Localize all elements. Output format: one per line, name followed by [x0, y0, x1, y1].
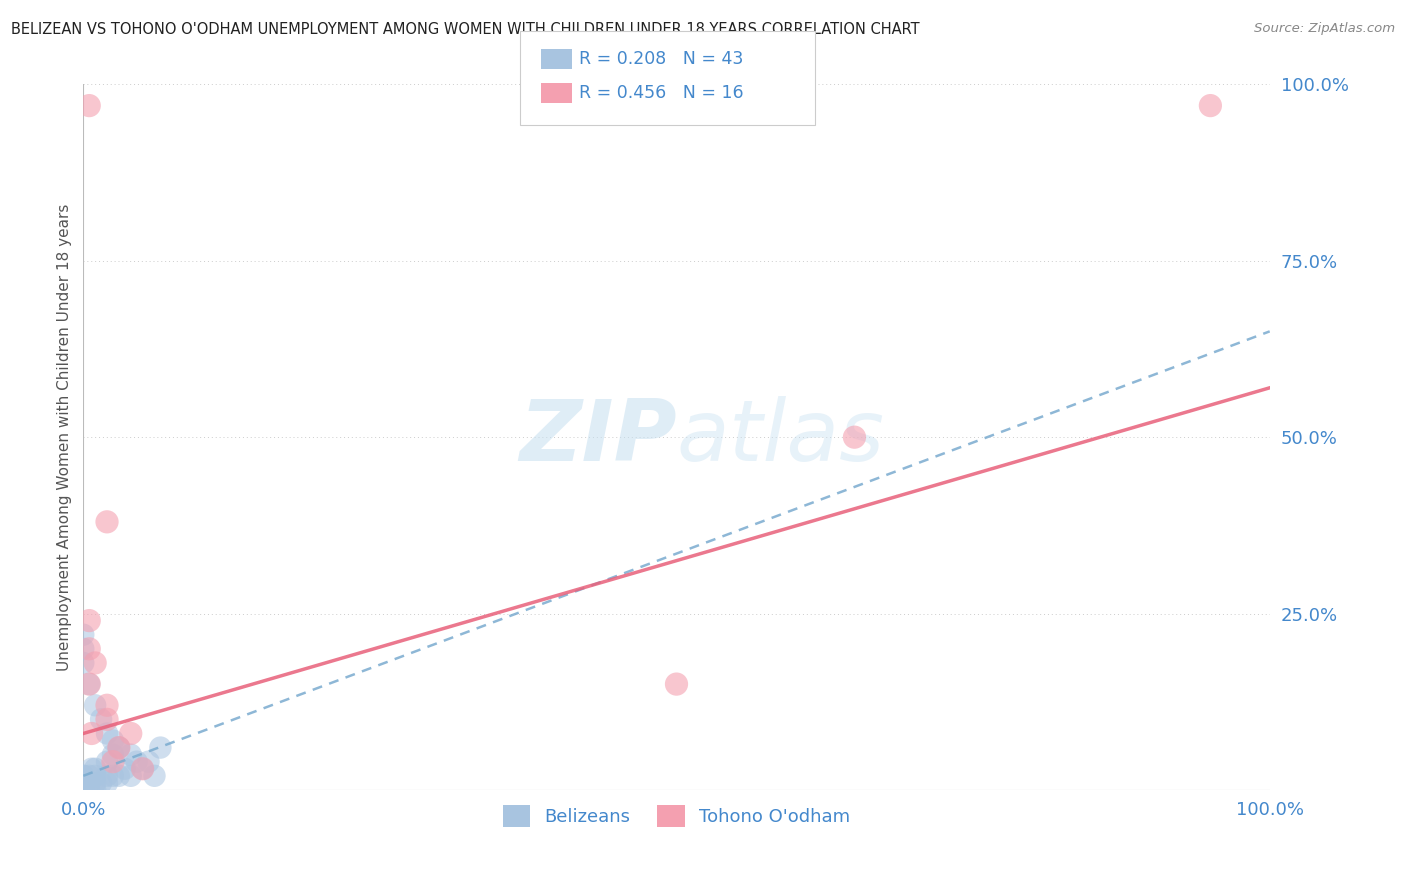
Point [131, 762, 153, 776]
Point [131, 762, 153, 776]
Point [72, 628, 94, 642]
Point [72, 769, 94, 783]
Point [72, 783, 94, 797]
Point [101, 733, 124, 747]
Point [120, 769, 142, 783]
Point [84, 776, 107, 790]
Point [125, 755, 148, 769]
Point [72, 783, 94, 797]
Point [101, 747, 124, 762]
Point [665, 677, 688, 691]
Text: ZIP: ZIP [519, 396, 676, 479]
Point [72, 783, 94, 797]
Point [77, 677, 100, 691]
Point [84, 769, 107, 783]
Point [80, 762, 103, 776]
Point [72, 783, 94, 797]
Text: Source: ZipAtlas.com: Source: ZipAtlas.com [1254, 22, 1395, 36]
Point [77, 769, 100, 783]
Point [138, 755, 160, 769]
Point [77, 776, 100, 790]
Point [143, 769, 166, 783]
Point [77, 614, 100, 628]
Point [72, 769, 94, 783]
Text: R = 0.208   N = 43: R = 0.208 N = 43 [579, 50, 744, 68]
Point [72, 641, 94, 656]
Text: BELIZEAN VS TOHONO O'ODHAM UNEMPLOYMENT AMONG WOMEN WITH CHILDREN UNDER 18 YEARS: BELIZEAN VS TOHONO O'ODHAM UNEMPLOYMENT … [11, 22, 920, 37]
Point [72, 776, 94, 790]
Point [108, 740, 131, 755]
Point [96, 769, 118, 783]
Point [90, 712, 112, 726]
Point [149, 740, 172, 755]
Text: atlas: atlas [676, 396, 884, 479]
Legend: Belizeans, Tohono O'odham: Belizeans, Tohono O'odham [496, 797, 858, 834]
Point [108, 769, 131, 783]
Point [96, 712, 118, 726]
Point [77, 783, 100, 797]
Point [101, 769, 124, 783]
Point [80, 726, 103, 740]
Point [96, 698, 118, 713]
Point [84, 783, 107, 797]
Point [844, 430, 866, 444]
Point [96, 776, 118, 790]
Point [72, 783, 94, 797]
Point [96, 755, 118, 769]
Point [120, 726, 142, 740]
Point [101, 755, 124, 769]
Point [84, 656, 107, 670]
Point [77, 677, 100, 691]
Point [84, 698, 107, 713]
Point [84, 762, 107, 776]
Point [72, 776, 94, 790]
Y-axis label: Unemployment Among Women with Children Under 18 years: Unemployment Among Women with Children U… [58, 203, 72, 671]
Point [108, 740, 131, 755]
Point [114, 762, 136, 776]
Point [96, 515, 118, 529]
Point [1199, 98, 1222, 112]
Text: R = 0.456   N = 16: R = 0.456 N = 16 [579, 84, 744, 102]
Point [72, 776, 94, 790]
Point [90, 776, 112, 790]
Point [72, 656, 94, 670]
Point [108, 740, 131, 755]
Point [77, 98, 100, 112]
Point [96, 726, 118, 740]
Point [77, 641, 100, 656]
Point [120, 747, 142, 762]
